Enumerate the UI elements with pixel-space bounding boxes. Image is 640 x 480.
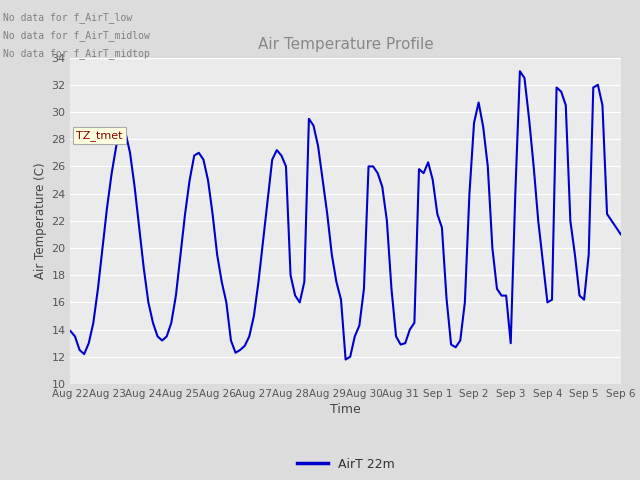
Text: No data for f_AirT_midtop: No data for f_AirT_midtop xyxy=(3,48,150,60)
Text: No data for f_AirT_midlow: No data for f_AirT_midlow xyxy=(3,30,150,41)
Y-axis label: Air Temperature (C): Air Temperature (C) xyxy=(34,163,47,279)
Legend: AirT 22m: AirT 22m xyxy=(292,453,399,476)
Text: No data for f_AirT_low: No data for f_AirT_low xyxy=(3,12,132,23)
X-axis label: Time: Time xyxy=(330,403,361,416)
Text: TZ_tmet: TZ_tmet xyxy=(76,130,122,141)
Title: Air Temperature Profile: Air Temperature Profile xyxy=(258,37,433,52)
